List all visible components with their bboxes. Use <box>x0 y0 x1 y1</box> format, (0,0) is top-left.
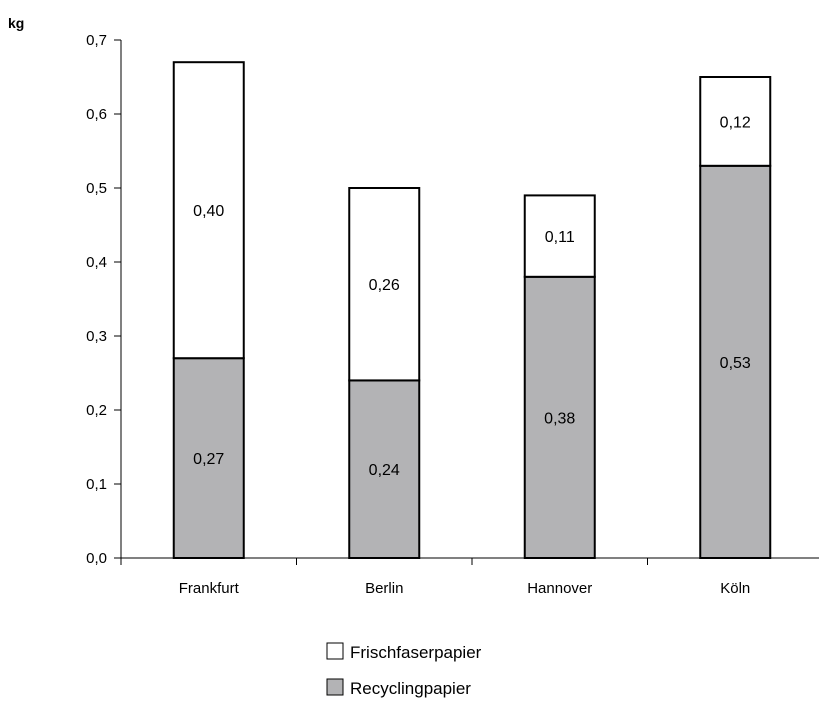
bar-value-label: 0,40 <box>193 203 224 220</box>
legend: Frischfaserpapier Recyclingpapier <box>326 642 482 698</box>
bar-value-label: 0,11 <box>545 229 575 246</box>
y-tick-label: 0,3 <box>86 328 107 345</box>
y-tick-label: 0,7 <box>86 32 107 49</box>
y-ticks: 0,0 0,1 0,2 0,3 0,4 0,5 0,6 0,7 <box>86 32 121 567</box>
bar-frischfaser <box>348 187 421 382</box>
bar-recycling <box>523 275 596 559</box>
y-tick-label: 0,2 <box>86 402 107 419</box>
legend-label: Recyclingpapier <box>350 679 471 698</box>
bar-recycling <box>172 357 245 560</box>
bar-frischfaser <box>699 76 772 167</box>
bar-recycling <box>699 164 772 560</box>
y-tick-label: 0,6 <box>86 106 107 123</box>
bar-recycling <box>348 379 421 559</box>
y-tick-label: 0,5 <box>86 180 107 197</box>
y-axis-label: kg <box>8 15 24 31</box>
x-tick-label: Hannover <box>527 580 592 597</box>
legend-swatch <box>326 642 344 660</box>
bar-value-label: 0,38 <box>544 410 575 427</box>
x-ticks: Frankfurt Berlin Hannover Köln <box>120 558 750 597</box>
legend-label: Frischfaserpapier <box>350 643 482 662</box>
x-tick-label: Berlin <box>365 580 403 597</box>
bar-frischfaser <box>523 194 596 278</box>
bar-value-label: 0,53 <box>720 355 751 372</box>
y-tick-label: 0,1 <box>86 476 107 493</box>
bar-value-label: 0,26 <box>369 277 400 294</box>
legend-swatch <box>326 678 344 696</box>
y-tick-label: 0,0 <box>86 550 107 567</box>
bar-value-label: 0,12 <box>720 114 751 131</box>
bar-value-label: 0,24 <box>369 462 400 479</box>
x-tick-label: Köln <box>720 580 750 597</box>
x-tick-label: Frankfurt <box>179 580 240 597</box>
bar-value-label: 0,27 <box>193 451 224 468</box>
bar-frischfaser <box>172 61 245 360</box>
y-tick-label: 0,4 <box>86 254 107 271</box>
bars: 0,27 0,40 0,24 0,26 0,38 0,11 0,53 0,12 <box>172 61 772 560</box>
